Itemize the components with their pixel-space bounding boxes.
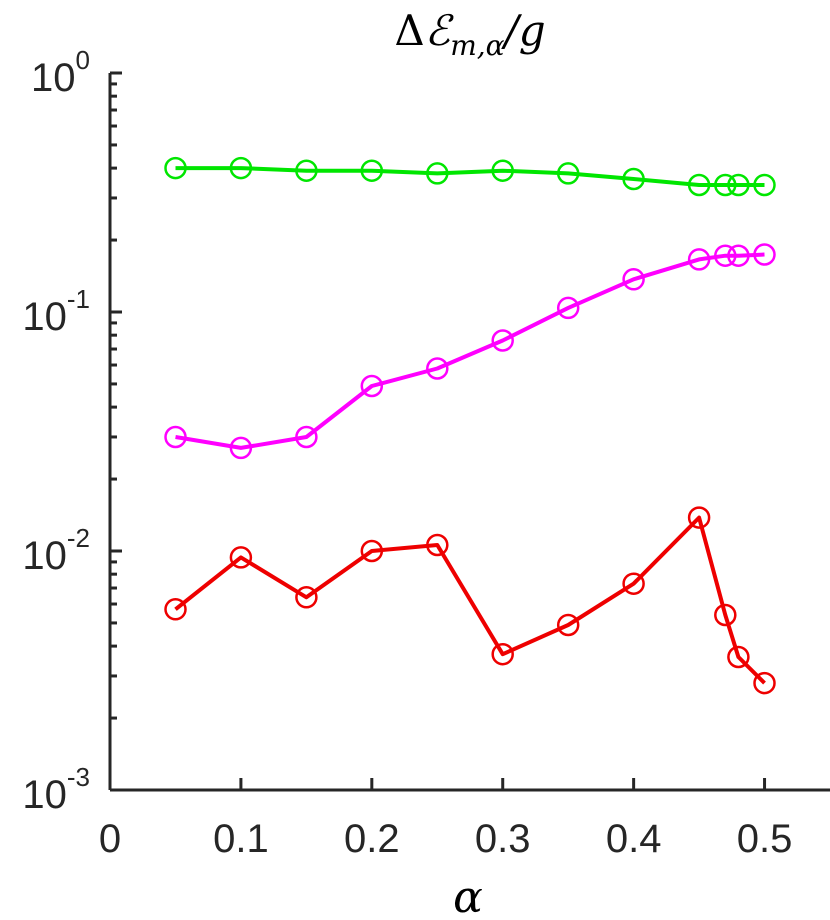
series-2-point xyxy=(164,425,187,449)
series-2-point xyxy=(727,244,750,267)
axes xyxy=(108,71,830,792)
y-tick-exponent: -1 xyxy=(67,284,90,314)
series-1-point xyxy=(753,173,776,197)
y-tick-exponent: -3 xyxy=(67,762,90,792)
series-2-point xyxy=(687,248,711,271)
series-1-point xyxy=(295,159,318,182)
series-2-point xyxy=(229,436,253,460)
series-3-point xyxy=(622,572,645,595)
chart-title-rest: /g xyxy=(501,6,546,55)
y-tick-label: 10-3 xyxy=(22,762,90,817)
y-tick-label: 10-1 xyxy=(22,284,90,339)
y-tick-label: 100 xyxy=(31,45,90,100)
x-tick-label: 0.5 xyxy=(737,817,793,861)
y-tick-base: 10 xyxy=(22,773,67,817)
svg-text:Δℰm,α/g: Δℰm,α/g xyxy=(394,6,545,62)
x-axis-label: α xyxy=(453,872,483,920)
chart-title-subscript: m,α xyxy=(450,29,504,62)
y-tick-base: 10 xyxy=(22,295,67,339)
series-2-point xyxy=(556,296,580,320)
series-1-point xyxy=(491,159,514,182)
series-3-point xyxy=(360,539,384,563)
series-2-point xyxy=(622,268,645,291)
y-tick-base: 10 xyxy=(22,534,67,578)
chart-title-e: ℰ xyxy=(425,6,455,55)
series-1-point xyxy=(360,159,384,182)
series-1-point xyxy=(714,173,737,197)
series-3-point xyxy=(753,671,776,695)
x-tick-label: 0.3 xyxy=(475,817,531,861)
series-line-3 xyxy=(174,515,766,685)
series-1-point xyxy=(556,162,580,185)
series-2-point xyxy=(714,244,737,267)
series-2-point xyxy=(360,374,384,398)
y-tick-exponent: -2 xyxy=(67,523,90,553)
series-3-point xyxy=(687,506,711,529)
series-layer xyxy=(164,156,776,695)
series-1-point xyxy=(229,156,253,180)
series-line-2 xyxy=(175,252,765,450)
x-tick-label: 0 xyxy=(99,817,121,861)
series-1-point xyxy=(687,173,711,197)
series-3-point xyxy=(556,613,580,637)
x-tick-label: 0.4 xyxy=(606,817,662,861)
chart-title: Δℰm,α/g xyxy=(394,6,545,62)
series-3-point xyxy=(714,603,737,627)
x-tick-label: 0.2 xyxy=(344,817,400,861)
series-3-point xyxy=(295,586,318,609)
y-tick-label: 10-2 xyxy=(22,523,90,578)
chart-title-delta: Δ xyxy=(394,6,424,55)
series-line-1 xyxy=(175,166,765,187)
series-1-point xyxy=(426,162,449,185)
series-1-point xyxy=(164,156,187,180)
series-2-point xyxy=(426,357,449,380)
series-3-point xyxy=(229,546,253,569)
series-2-point xyxy=(753,243,776,266)
series-3-point xyxy=(491,642,514,666)
x-tick-label: 0.1 xyxy=(213,817,269,861)
series-3-point xyxy=(164,598,187,621)
series-2-point xyxy=(295,425,318,449)
series-3-point xyxy=(426,533,449,557)
y-tick-exponent: 0 xyxy=(76,45,90,75)
series-2-point xyxy=(491,329,514,352)
y-tick-base: 10 xyxy=(31,56,76,100)
series-3-point xyxy=(727,645,750,669)
series-1-point xyxy=(622,167,645,191)
series-1-point xyxy=(727,173,750,197)
